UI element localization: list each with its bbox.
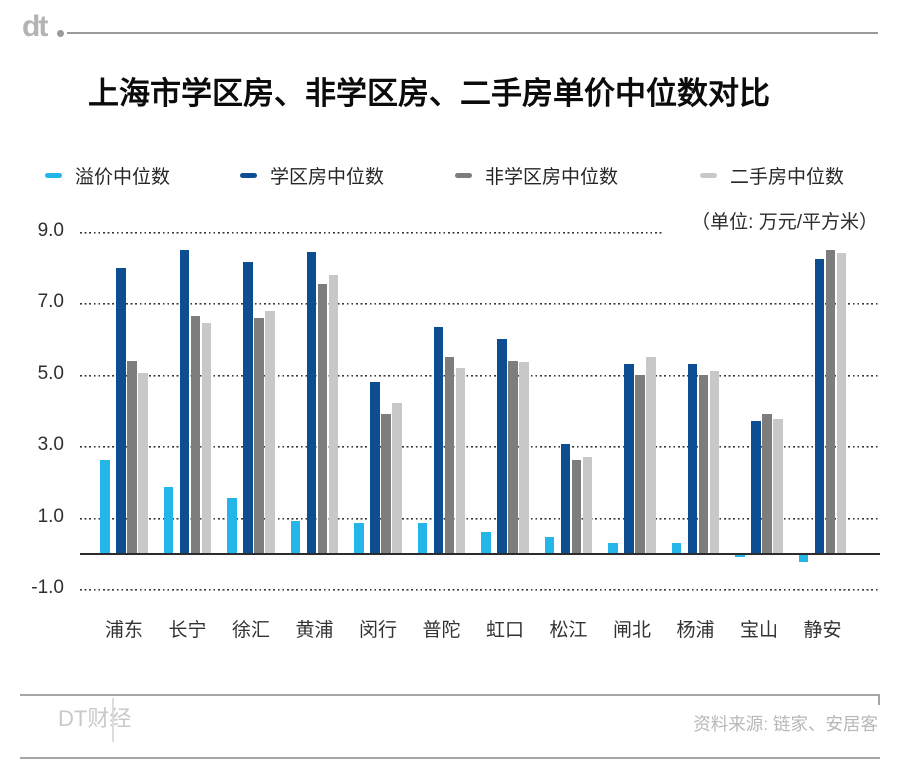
y-tick-label: 9.0 [37,219,64,241]
x-axis-label: 普陀 [422,620,461,641]
gridline [80,303,880,306]
bar-nonschool [381,414,391,554]
bar-premium [227,497,237,554]
bar-premium [100,460,110,554]
bar-school [687,364,697,554]
legend-swatch-school [240,172,257,178]
bar-premium [417,522,427,554]
bar-secondhand [646,356,656,554]
bar-premium [608,542,618,554]
bar-nonschool [444,356,454,554]
bar-nonschool [190,315,200,554]
bar-school [243,262,253,554]
legend-item-premium: 溢价中位数 [45,162,170,188]
legend: 溢价中位数 学区房中位数 非学区房中位数 二手房中位数 [0,162,900,188]
gridline [80,517,880,520]
bar-school [306,251,316,554]
bar-premium [798,553,808,563]
gridline [80,446,880,449]
bar-school [497,339,507,554]
y-tick-label: -1.0 [31,576,64,598]
y-tick-label: 7.0 [37,291,64,313]
legend-item-nonschool: 非学区房中位数 [455,162,618,188]
bar-premium [354,522,364,554]
legend-label: 非学区房中位数 [485,166,619,188]
legend-swatch-nonschool [455,172,472,178]
legend-item-school: 学区房中位数 [240,162,384,188]
bar-premium [163,487,173,554]
bar-secondhand [138,373,148,554]
bar-premium [735,553,745,557]
bar-secondhand [328,274,338,554]
bar-nonschool [571,460,581,554]
bar-school [560,444,570,554]
x-axis-label: 黄浦 [295,620,334,641]
bar-school [370,381,380,554]
x-axis-label: 松江 [549,620,588,641]
x-axis-label: 杨浦 [676,620,715,641]
bar-secondhand [519,362,529,554]
x-axis-baseline [80,553,880,555]
legend-label: 学区房中位数 [270,166,385,188]
bar-premium [544,537,554,554]
x-axis-label: 闸北 [612,620,651,641]
bar-nonschool [317,283,327,554]
x-axis-label: 闵行 [358,620,397,641]
y-tick-label: 3.0 [37,434,64,456]
bar-secondhand [836,253,846,554]
bar-secondhand [201,323,211,554]
footer-source: 资料来源: 链家、安居客 [693,714,878,734]
bar-school [814,258,824,554]
bar-secondhand [709,371,719,554]
bar-nonschool [254,317,264,554]
dt-logo: dt [22,10,48,43]
bar-secondhand [392,403,402,554]
bar-school [433,326,443,554]
bar-school [624,364,634,554]
gridline [80,232,663,234]
footer-rule-tick [878,694,880,705]
bar-premium [671,542,681,554]
unit-label: （单位: 万元/平方米） [691,212,878,233]
gridline [80,589,880,591]
footer-divider [112,698,114,742]
bar-school [179,249,189,554]
bar-secondhand [265,310,275,554]
bar-secondhand [582,456,592,554]
header-rule [67,32,878,34]
x-axis-label: 长宁 [168,620,207,641]
chart-title: 上海市学区房、非学区房、二手房单价中位数对比 [88,76,770,111]
x-axis-label: 静安 [803,620,842,641]
bar-nonschool [762,414,772,554]
bar-secondhand [773,419,783,554]
x-axis-label: 徐汇 [231,620,270,641]
bar-nonschool [635,374,645,554]
legend-label: 二手房中位数 [730,166,845,188]
bar-secondhand [455,367,465,554]
logo-dot-icon [57,30,64,37]
footer-brand: DT财经 [58,706,132,731]
bar-nonschool [825,249,835,554]
x-axis-label: 虹口 [485,620,524,641]
bar-premium [481,531,491,554]
legend-swatch-premium [45,172,62,178]
gridline [80,374,880,377]
x-axis-label: 浦东 [104,620,143,641]
x-axis-label: 宝山 [739,620,778,641]
bar-premium [290,521,300,554]
y-tick-label: 5.0 [37,362,64,384]
legend-swatch-secondhand [700,172,717,178]
plot-area: 9.0 7.0 5.0 3.0 1.0 -1.0 浦东 长宁 徐汇 黄浦 闵行 普陀 虹口 松江 闸北 杨浦 宝… [31,220,880,641]
bar-nonschool [127,360,137,554]
footer-rule-bottom [20,757,880,759]
bar-nonschool [698,374,708,554]
footer-rule-top [20,694,880,696]
bar-nonschool [508,360,518,554]
legend-item-secondhand: 二手房中位数 [700,162,844,188]
bar-school [116,267,126,554]
legend-label: 溢价中位数 [75,166,171,188]
y-tick-label: 1.0 [37,505,64,527]
bar-school [751,421,761,554]
